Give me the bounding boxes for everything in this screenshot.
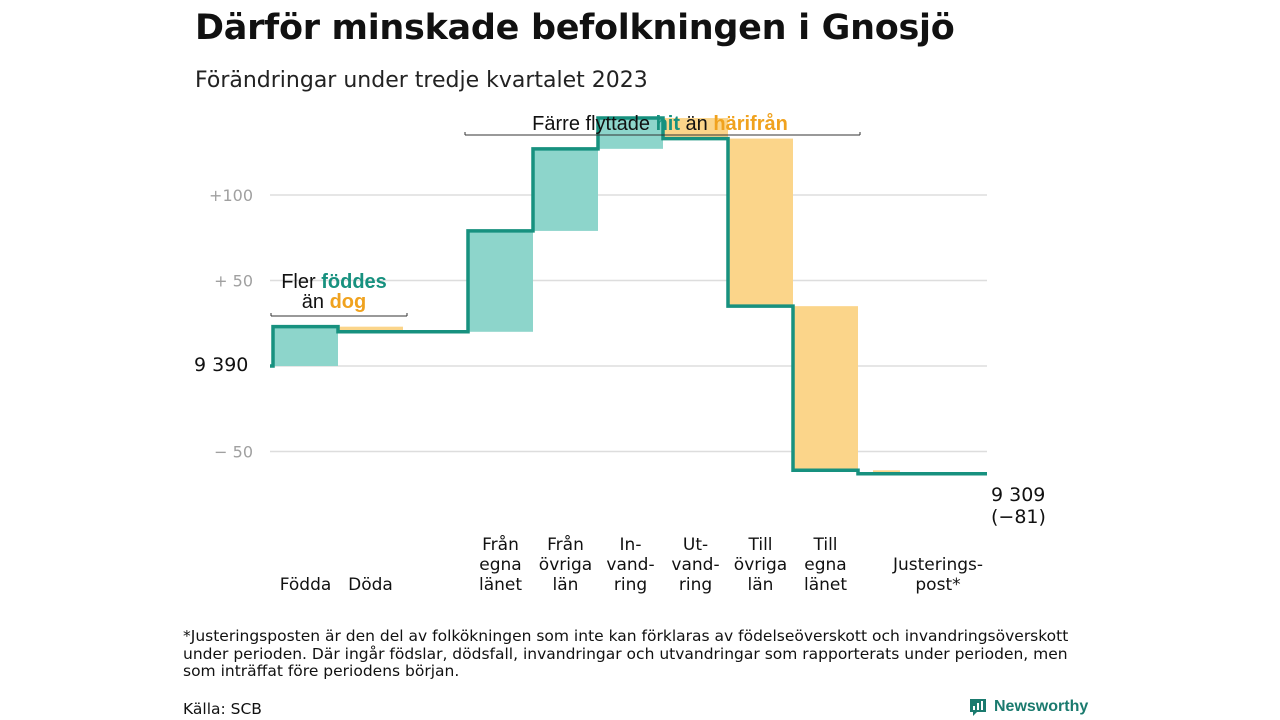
category-label: post*: [915, 575, 960, 595]
category-label: ring: [614, 575, 647, 595]
start-value-label: 9 390: [194, 354, 248, 376]
cumulative-step-line: [270, 116, 987, 476]
category-label: övriga: [734, 555, 787, 575]
category-label: ring: [679, 575, 712, 595]
category-label: länet: [804, 575, 847, 595]
y-tick-label: − 50: [214, 443, 253, 462]
brand-name: Newsworthy: [994, 698, 1089, 715]
y-tick-label: + 50: [214, 272, 253, 291]
bar: [468, 230, 533, 332]
category-label: Födda: [280, 575, 332, 595]
category-label: Justerings-: [892, 555, 983, 575]
category-label: länet: [479, 575, 522, 595]
end-change-label: (−81): [991, 506, 1046, 528]
births-annotation-line2: än dog: [302, 291, 366, 313]
newsworthy-logo[interactable]: Newsworthy: [968, 697, 1088, 717]
category-label: län: [748, 575, 774, 595]
bar: [793, 306, 858, 471]
footnote: *Justeringsposten är den del av folkökni…: [183, 627, 1069, 680]
waterfall-chart: +100 + 50 − 50 9 390 9 309(−81) Födda Döda Från…: [194, 112, 1046, 595]
moves-annotation: Färre flyttade hit än härifrån: [532, 112, 788, 135]
bar: [598, 118, 663, 149]
chart-title: Därför minskade befolkningen i Gnosjö: [195, 8, 955, 48]
bar: [273, 326, 338, 366]
category-label: vand-: [606, 555, 654, 575]
source-label: Källa: SCB: [183, 700, 262, 718]
y-tick-label: +100: [209, 186, 253, 205]
end-value-label: 9 309: [991, 484, 1045, 506]
bar: [338, 326, 403, 332]
category-label: Till: [747, 535, 772, 555]
category-label: egna: [804, 555, 846, 575]
category-label: egna: [479, 555, 521, 575]
bar: [728, 138, 793, 307]
bar: [663, 118, 728, 139]
category-label: Döda: [348, 575, 393, 595]
category-label: Från: [482, 534, 519, 555]
category-label: In-: [620, 535, 642, 555]
category-label: övriga: [539, 555, 592, 575]
bar: [533, 148, 598, 231]
births-annotation-line1: Fler föddes: [281, 271, 387, 293]
category-label: Ut-: [683, 535, 708, 555]
category-label: län: [553, 575, 579, 595]
category-label: Från: [547, 534, 584, 555]
category-label: vand-: [671, 555, 719, 575]
category-label: Till: [812, 535, 837, 555]
chart-subtitle: Förändringar under tredje kvartalet 2023: [195, 68, 648, 93]
newsworthy-logo-icon: [970, 699, 986, 716]
